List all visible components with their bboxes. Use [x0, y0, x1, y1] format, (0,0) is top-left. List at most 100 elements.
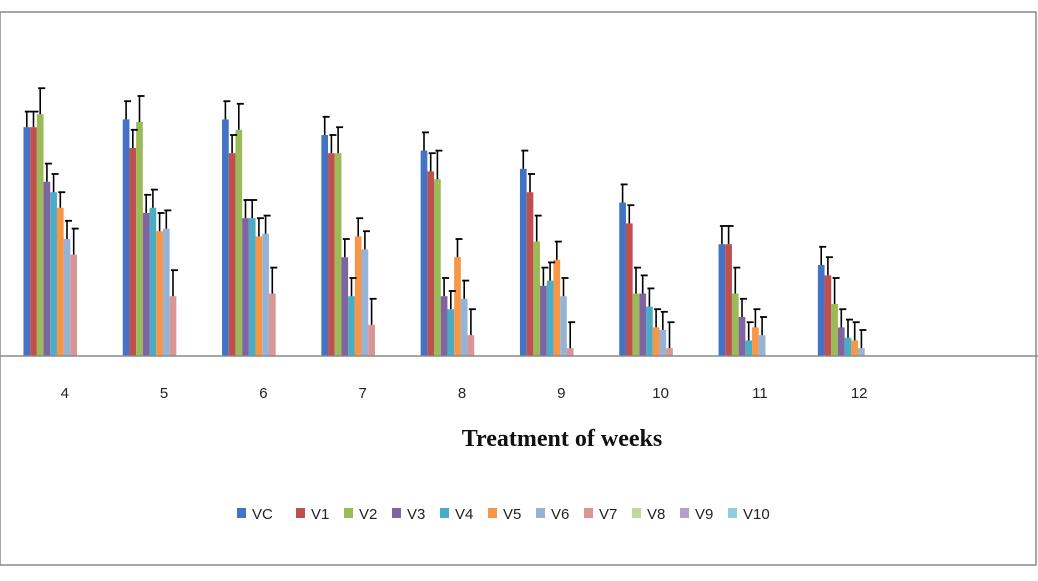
error-bar-v1-week-6	[230, 134, 238, 154]
x-tick-label: 9	[557, 385, 565, 402]
bar-v3-week-10	[639, 293, 647, 356]
legend-label: V1	[311, 506, 329, 523]
bar-v2-week-8	[434, 179, 441, 356]
error-bar-v5-week-5	[157, 212, 165, 232]
error-bar-v1-week-5	[130, 128, 138, 148]
error-bar-v3-week-9	[541, 266, 549, 286]
bar-v2-week-9	[533, 241, 541, 356]
bar-v5-week-12	[851, 340, 859, 356]
bar-v5-week-9	[553, 259, 561, 356]
x-tick-label: 11	[752, 385, 768, 402]
legend-swatch	[632, 508, 641, 518]
error-bar-v4-week-9	[548, 261, 556, 281]
bar-v1-week-11	[725, 244, 732, 356]
bar-v2-week-12	[831, 304, 838, 356]
bar-v6-week-7	[361, 249, 369, 356]
bar-vc-week-10	[619, 202, 626, 356]
error-bar-vc-week-12	[819, 245, 827, 265]
error-bar-v3-week-4	[44, 162, 52, 182]
bar-v3-week-7	[341, 257, 349, 356]
error-bar-v2-week-9	[534, 214, 542, 242]
error-bar-vc-week-9	[521, 149, 529, 169]
legend-label: V9	[695, 506, 713, 523]
error-bar-v3-week-11	[740, 297, 747, 317]
legend-item-vc: VC	[237, 506, 273, 523]
error-bar-v5-week-4	[58, 191, 66, 208]
legend-label: V10	[743, 506, 770, 523]
legend-label: V2	[359, 506, 377, 523]
legend-swatch	[728, 508, 737, 518]
bar-v6-week-10	[659, 330, 667, 356]
error-bar-v2-week-6	[236, 102, 244, 130]
legend-label: V3	[407, 506, 425, 523]
bar-v2-week-4	[36, 114, 44, 356]
x-tick-label: 10	[652, 385, 669, 402]
legend-label: V7	[599, 506, 617, 523]
bar-v5-week-11	[752, 327, 759, 356]
bar-v7-week-7	[368, 324, 375, 356]
error-bar-v4-week-7	[349, 277, 357, 297]
x-tick-label: 8	[458, 385, 466, 402]
bar-vc-week-7	[321, 135, 329, 356]
error-bar-vc-week-6	[223, 100, 231, 120]
legend: VC V1 V2 V3 V4 V5 V6 V7 V8 V9 V10	[237, 506, 770, 523]
error-bar-v7-week-8	[468, 308, 476, 336]
bar-v4-week-11	[745, 340, 753, 356]
legend-swatch	[536, 508, 545, 518]
error-bar-v1-week-8	[428, 152, 436, 172]
error-bar-vc-week-11	[719, 225, 727, 245]
bar-v2-week-10	[632, 293, 640, 356]
bar-v4-week-8	[447, 309, 455, 356]
bar-v4-week-6	[248, 218, 256, 356]
legend-item-v1: V1	[296, 506, 329, 523]
bar-v3-week-11	[738, 317, 746, 356]
error-bar-v4-week-4	[51, 173, 59, 193]
error-bar-v6-week-9	[561, 277, 569, 297]
bar-v2-week-11	[731, 293, 739, 356]
bar-v1-week-10	[625, 223, 633, 356]
legend-label: V4	[455, 506, 473, 523]
bar-v7-week-10	[666, 348, 673, 356]
bar-v1-week-7	[328, 153, 335, 356]
legend-item-v7: V7	[584, 506, 617, 523]
error-bar-v3-week-6	[243, 199, 251, 219]
error-bar-v7-week-7	[369, 297, 377, 325]
bar-v4-week-5	[149, 207, 157, 356]
bar-v3-week-6	[242, 218, 249, 356]
error-bar-v5-week-10	[654, 308, 662, 328]
error-bar-v7-week-6	[270, 266, 278, 294]
error-bar-v5-week-12	[852, 321, 860, 341]
bar-v4-week-9	[546, 280, 554, 356]
error-bar-v5-week-7	[356, 217, 364, 237]
bar-v4-week-7	[348, 296, 355, 356]
error-bar-v5-week-9	[554, 240, 562, 260]
legend-item-v4: V4	[440, 506, 473, 523]
error-bar-v7-week-10	[667, 321, 675, 349]
error-bar-vc-week-4	[24, 110, 32, 128]
bar-v3-week-9	[540, 285, 547, 356]
bar-v4-week-10	[646, 306, 653, 356]
bar-v5-week-10	[652, 327, 660, 356]
error-bar-v3-week-7	[342, 238, 350, 258]
bar-v6-week-4	[63, 239, 71, 356]
error-bar-v2-week-12	[832, 277, 840, 304]
bar-v1-week-8	[427, 171, 435, 356]
error-bar-v5-week-6	[256, 217, 264, 237]
legend-item-v8: V8	[632, 506, 665, 523]
bar-v3-week-12	[837, 327, 845, 356]
error-bar-v7-week-9	[568, 321, 576, 349]
legend-swatch	[488, 508, 497, 518]
bar-v5-week-5	[156, 231, 163, 356]
error-bar-v4-week-6	[250, 199, 258, 219]
error-bar-vc-week-8	[422, 131, 429, 151]
error-bar-v1-week-10	[627, 204, 635, 224]
bar-v1-week-5	[129, 148, 137, 356]
error-bars-group	[24, 87, 867, 349]
bar-v2-week-6	[235, 129, 243, 356]
bar-v7-week-6	[268, 293, 276, 356]
bar-v4-week-12	[844, 337, 852, 356]
legend-label: V5	[503, 506, 521, 523]
error-bar-v2-week-11	[733, 266, 741, 294]
